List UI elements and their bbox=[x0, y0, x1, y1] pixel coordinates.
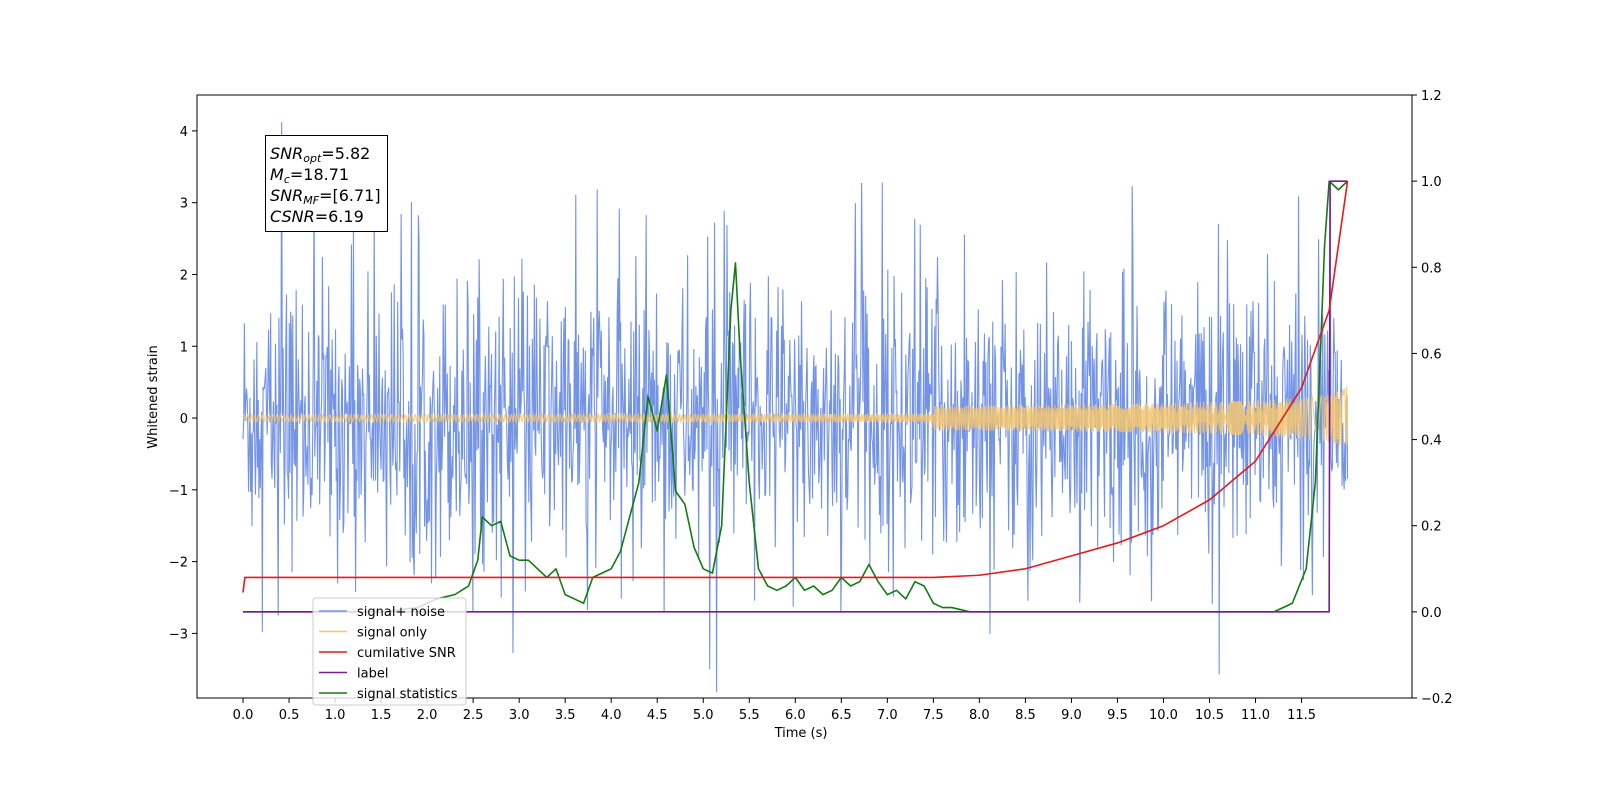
plot-frame bbox=[196, 94, 1413, 699]
x-tick-label: 5.0 bbox=[693, 708, 714, 723]
x-tick-label: 6.5 bbox=[831, 708, 852, 723]
x-tick-label: 4.5 bbox=[647, 708, 668, 723]
y-axis-label: Whitened strain bbox=[146, 345, 161, 448]
snr-opt-line: SNRopt=5.82 bbox=[270, 144, 371, 165]
y2-tick-label: −0.2 bbox=[1421, 692, 1453, 707]
snr-mf-line: SNRMF=[6.71] bbox=[270, 186, 381, 207]
snr-annotation-box: SNRopt=5.82 Mc=18.71 SNRMF=[6.71] CSNR=6… bbox=[265, 135, 388, 232]
x-tick-label: 10.0 bbox=[1149, 708, 1178, 723]
series-signal-only bbox=[242, 386, 1349, 446]
legend: signal+ noise signal only cumilative SNR la… bbox=[312, 597, 467, 706]
x-tick-label: 1.5 bbox=[371, 708, 392, 723]
x-tick-label: 8.5 bbox=[1015, 708, 1036, 723]
y-tick-label: −2 bbox=[169, 556, 188, 571]
x-tick-label: 3.0 bbox=[509, 708, 530, 723]
y-tick-label: 0 bbox=[180, 412, 188, 427]
chirp-mass-line: Mc=18.71 bbox=[270, 165, 350, 186]
x-axis: 0.0 0.5 1.0 1.5 2.0 2.5 3.0 3.5 4.0 4.5 5.0 5.5 6.0 6… bbox=[233, 698, 1316, 723]
series-signal-statistics bbox=[243, 180, 1349, 613]
legend-entry-label: signal only bbox=[357, 626, 427, 641]
y-tick-label: 2 bbox=[180, 268, 188, 283]
series-cumulative-snr bbox=[242, 181, 1349, 593]
legend-box bbox=[312, 597, 467, 706]
y2-tick-label: 0.2 bbox=[1421, 520, 1442, 535]
x-tick-label: 8.0 bbox=[969, 708, 990, 723]
csnr-line: CSNR=6.19 bbox=[270, 207, 364, 226]
series-layer bbox=[242, 122, 1349, 693]
x-axis-label: Time (s) bbox=[774, 726, 828, 741]
x-tick-label: 9.5 bbox=[1107, 708, 1128, 723]
y-axis-right: 1.2 1.0 0.8 0.6 0.4 0.2 0.0 −0.2 bbox=[1412, 89, 1453, 707]
y-tick-label: 1 bbox=[180, 340, 188, 355]
y2-tick-label: 1.0 bbox=[1421, 175, 1442, 190]
x-tick-label: 3.5 bbox=[555, 708, 576, 723]
x-tick-label: 10.5 bbox=[1195, 708, 1224, 723]
y-tick-label: −1 bbox=[169, 484, 188, 499]
y2-tick-label: 0.0 bbox=[1421, 606, 1442, 621]
y2-tick-label: 0.6 bbox=[1421, 347, 1442, 362]
y2-tick-label: 1.2 bbox=[1421, 89, 1442, 104]
x-tick-label: 9.0 bbox=[1061, 708, 1082, 723]
x-tick-label: 0.0 bbox=[233, 708, 254, 723]
y2-tick-label: 0.8 bbox=[1421, 261, 1442, 276]
y-axis-left: 4 3 2 1 0 −1 −2 −3 bbox=[169, 125, 197, 642]
y-tick-label: −3 bbox=[169, 627, 188, 642]
y2-tick-label: 0.4 bbox=[1421, 434, 1442, 449]
x-tick-label: 6.0 bbox=[785, 708, 806, 723]
x-tick-label: 7.5 bbox=[923, 708, 944, 723]
y-tick-label: 3 bbox=[180, 197, 188, 212]
x-tick-label: 1.0 bbox=[325, 708, 346, 723]
x-tick-label: 4.0 bbox=[601, 708, 622, 723]
y-tick-label: 4 bbox=[180, 125, 188, 140]
x-tick-label: 5.5 bbox=[739, 708, 760, 723]
x-tick-label: 2.5 bbox=[463, 708, 484, 723]
legend-entry-label: label bbox=[357, 667, 388, 682]
x-tick-label: 7.0 bbox=[877, 708, 898, 723]
x-tick-label: 2.0 bbox=[417, 708, 438, 723]
x-tick-label: 11.0 bbox=[1241, 708, 1270, 723]
legend-entry-label: signal+ noise bbox=[357, 605, 445, 620]
legend-entry-label: cumilative SNR bbox=[357, 646, 456, 661]
legend-entry-label: signal statistics bbox=[357, 687, 458, 702]
series-label bbox=[243, 180, 1348, 613]
x-tick-label: 0.5 bbox=[279, 708, 300, 723]
x-tick-label: 11.5 bbox=[1287, 708, 1316, 723]
